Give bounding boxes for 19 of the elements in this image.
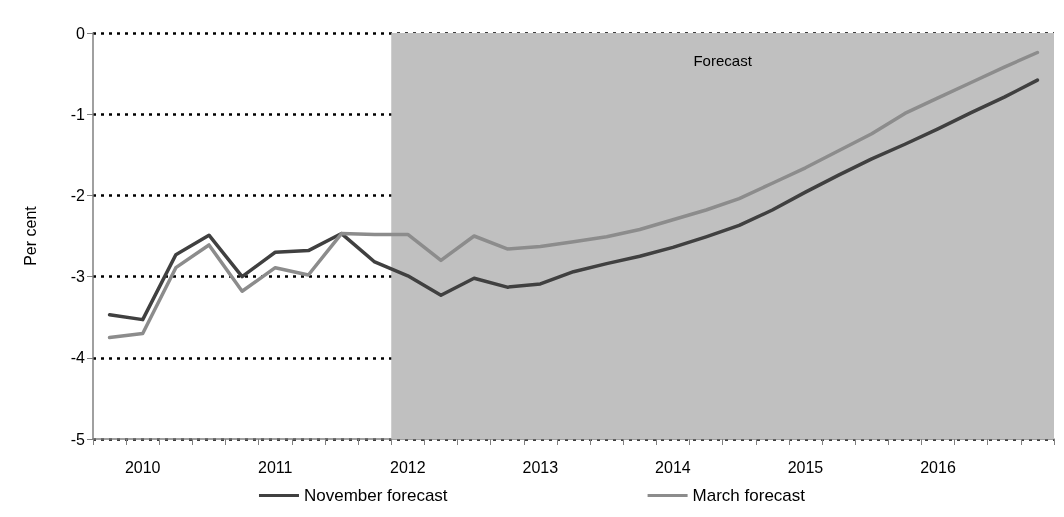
y-tick-label: -1 xyxy=(70,105,86,123)
x-tick-label: 2014 xyxy=(655,458,691,476)
y-tick-label: -2 xyxy=(70,186,86,204)
band-label: Forecast xyxy=(693,52,753,69)
y-tick-label: -3 xyxy=(70,268,86,286)
line-series xyxy=(107,78,1040,322)
legend-label: November forecast xyxy=(303,486,448,505)
legend-label: March forecast xyxy=(692,486,806,505)
y-axis-title: Per cent xyxy=(21,205,39,266)
x-tick-label: 2016 xyxy=(920,458,956,476)
x-tick-label: 2011 xyxy=(258,458,293,476)
x-tick-label: 2010 xyxy=(124,458,161,476)
y-tick-label: 0 xyxy=(76,24,86,42)
line-series xyxy=(107,50,1040,340)
x-tick-label: 2013 xyxy=(522,458,559,476)
x-tick-label: 2015 xyxy=(787,458,824,476)
x-tick-label: 2012 xyxy=(390,458,426,476)
y-tick-label: -4 xyxy=(70,349,86,367)
y-tick-label: -5 xyxy=(70,430,86,448)
